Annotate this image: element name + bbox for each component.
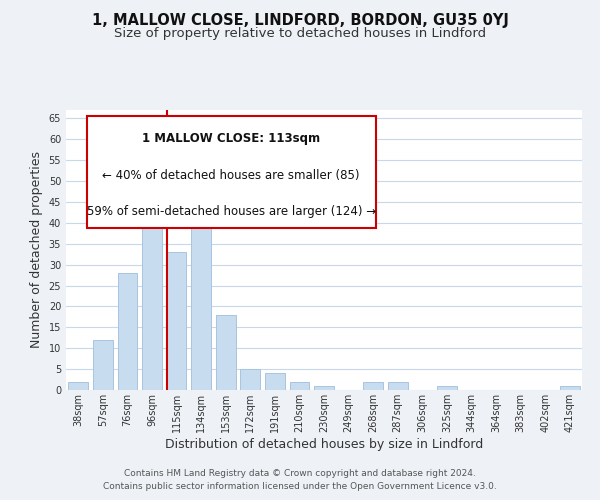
Bar xyxy=(314,386,334,390)
Bar xyxy=(437,386,457,390)
Text: 1 MALLOW CLOSE: 113sqm: 1 MALLOW CLOSE: 113sqm xyxy=(142,132,320,145)
FancyBboxPatch shape xyxy=(86,116,376,228)
Text: 59% of semi-detached houses are larger (124) →: 59% of semi-detached houses are larger (… xyxy=(86,205,376,218)
Bar xyxy=(68,382,88,390)
Bar xyxy=(364,382,383,390)
Text: 1, MALLOW CLOSE, LINDFORD, BORDON, GU35 0YJ: 1, MALLOW CLOSE, LINDFORD, BORDON, GU35 … xyxy=(92,12,508,28)
Bar xyxy=(290,382,309,390)
Bar xyxy=(118,273,137,390)
Text: Size of property relative to detached houses in Lindford: Size of property relative to detached ho… xyxy=(114,28,486,40)
Text: Contains public sector information licensed under the Open Government Licence v3: Contains public sector information licen… xyxy=(103,482,497,491)
Bar xyxy=(388,382,407,390)
Bar xyxy=(216,315,236,390)
Bar xyxy=(265,374,284,390)
Bar xyxy=(241,369,260,390)
Y-axis label: Number of detached properties: Number of detached properties xyxy=(30,152,43,348)
Bar xyxy=(167,252,187,390)
Bar xyxy=(560,386,580,390)
Text: ← 40% of detached houses are smaller (85): ← 40% of detached houses are smaller (85… xyxy=(103,169,360,182)
Bar xyxy=(142,164,162,390)
Bar xyxy=(93,340,113,390)
Bar xyxy=(191,198,211,390)
Text: Contains HM Land Registry data © Crown copyright and database right 2024.: Contains HM Land Registry data © Crown c… xyxy=(124,468,476,477)
X-axis label: Distribution of detached houses by size in Lindford: Distribution of detached houses by size … xyxy=(165,438,483,450)
